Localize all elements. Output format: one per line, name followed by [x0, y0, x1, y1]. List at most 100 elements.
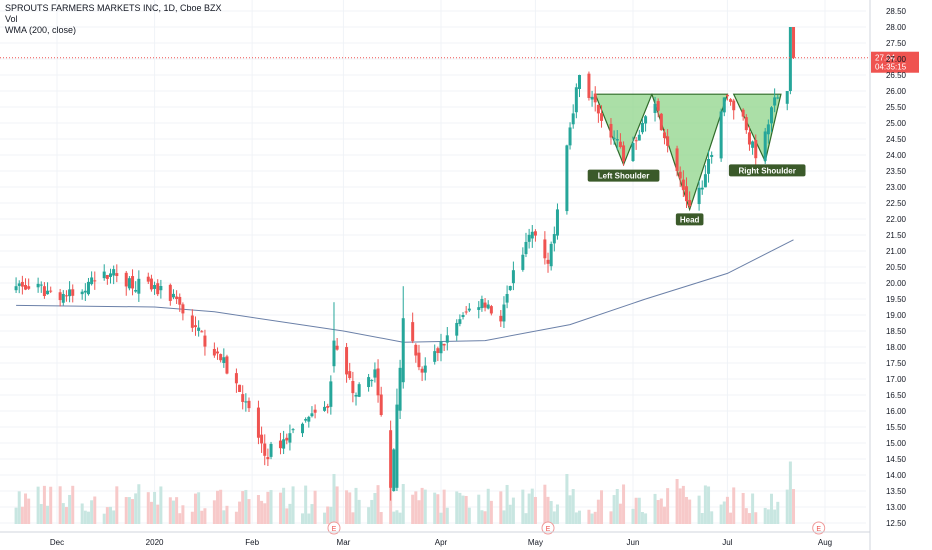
earnings-marker[interactable]: [541, 521, 555, 535]
candle-body[interactable]: [467, 308, 471, 311]
candle-body[interactable]: [688, 199, 692, 207]
candle-body[interactable]: [685, 186, 689, 202]
candle-body[interactable]: [458, 319, 462, 324]
candle-body[interactable]: [203, 335, 207, 347]
candle-body[interactable]: [146, 276, 150, 282]
candle-body[interactable]: [433, 351, 437, 362]
candle-body[interactable]: [442, 343, 446, 346]
candle-body[interactable]: [644, 116, 648, 124]
candle-body[interactable]: [741, 109, 745, 117]
candle-body[interactable]: [571, 113, 575, 125]
candle-body[interactable]: [461, 315, 465, 318]
candle-body[interactable]: [420, 368, 424, 373]
candle-body[interactable]: [260, 434, 264, 444]
candle-body[interactable]: [102, 271, 106, 279]
candle-body[interactable]: [197, 327, 201, 331]
candle-body[interactable]: [533, 231, 537, 236]
candle-body[interactable]: [769, 107, 773, 124]
candle-body[interactable]: [134, 289, 138, 292]
candle-body[interactable]: [247, 400, 251, 409]
candle-body[interactable]: [219, 354, 223, 361]
candle-body[interactable]: [392, 449, 396, 492]
candle-body[interactable]: [304, 419, 308, 421]
candle-body[interactable]: [637, 134, 641, 141]
candle-body[interactable]: [137, 278, 141, 294]
candle-body[interactable]: [36, 283, 40, 288]
candle-body[interactable]: [546, 259, 550, 264]
candle-body[interactable]: [112, 269, 116, 276]
candle-body[interactable]: [480, 299, 484, 309]
candle-body[interactable]: [675, 148, 679, 171]
candle-body[interactable]: [763, 131, 767, 161]
candle-body[interactable]: [39, 284, 43, 286]
candle-body[interactable]: [751, 141, 755, 148]
candle-body[interactable]: [351, 381, 355, 394]
candle-body[interactable]: [445, 335, 449, 343]
candle-body[interactable]: [263, 443, 267, 456]
candle-body[interactable]: [631, 142, 635, 161]
candle-body[interactable]: [634, 140, 638, 142]
candle-body[interactable]: [216, 351, 220, 354]
candle-body[interactable]: [171, 293, 175, 298]
candle-body[interactable]: [725, 94, 729, 97]
candle-body[interactable]: [499, 315, 503, 322]
candle-body[interactable]: [423, 365, 427, 373]
candle-body[interactable]: [181, 304, 185, 314]
candle-body[interactable]: [200, 331, 204, 333]
candle-body[interactable]: [659, 113, 663, 131]
candle-body[interactable]: [700, 187, 704, 190]
candle-body[interactable]: [401, 318, 405, 383]
candle-body[interactable]: [747, 132, 751, 145]
candle-body[interactable]: [732, 100, 736, 111]
candle-body[interactable]: [24, 284, 28, 290]
candle-body[interactable]: [68, 289, 72, 297]
candle-body[interactable]: [505, 294, 509, 303]
candle-body[interactable]: [666, 136, 670, 146]
candle-body[interactable]: [367, 377, 371, 388]
candle-body[interactable]: [49, 290, 53, 292]
candle-body[interactable]: [175, 296, 179, 299]
candle-body[interactable]: [307, 416, 311, 422]
candle-body[interactable]: [285, 437, 289, 441]
candle-body[interactable]: [593, 93, 597, 103]
earnings-marker[interactable]: [812, 521, 826, 535]
candle-body[interactable]: [379, 394, 383, 415]
candle-body[interactable]: [373, 369, 377, 378]
candle-body[interactable]: [14, 286, 18, 291]
candle-body[interactable]: [710, 155, 714, 157]
candle-body[interactable]: [486, 304, 490, 309]
candle-body[interactable]: [766, 124, 770, 135]
candle-body[interactable]: [530, 231, 534, 239]
candle-body[interactable]: [577, 75, 581, 89]
candle-body[interactable]: [565, 145, 569, 212]
candle-body[interactable]: [370, 380, 374, 382]
candle-body[interactable]: [612, 137, 616, 139]
candle-body[interactable]: [455, 322, 459, 336]
candle-body[interactable]: [193, 325, 197, 328]
candle-body[interactable]: [549, 243, 553, 267]
candle-body[interactable]: [222, 357, 226, 363]
candle-body[interactable]: [389, 430, 393, 488]
candle-body[interactable]: [376, 368, 380, 396]
candle-body[interactable]: [345, 347, 349, 375]
candle-body[interactable]: [153, 285, 157, 289]
candle-body[interactable]: [555, 209, 559, 236]
candle-body[interactable]: [568, 127, 572, 146]
candle-body[interactable]: [335, 345, 339, 350]
candle-body[interactable]: [719, 111, 723, 159]
candle-body[interactable]: [323, 406, 327, 411]
candle-body[interactable]: [288, 433, 292, 443]
candle-body[interactable]: [332, 340, 336, 367]
candle-body[interactable]: [417, 352, 421, 368]
candle-body[interactable]: [234, 373, 238, 384]
candle-body[interactable]: [269, 443, 273, 457]
candle-body[interactable]: [776, 97, 780, 99]
candle-body[interactable]: [524, 241, 528, 255]
candle-body[interactable]: [278, 440, 282, 449]
candle-body[interactable]: [241, 394, 245, 402]
candle-body[interactable]: [61, 293, 65, 303]
candle-body[interactable]: [792, 27, 796, 58]
candle-body[interactable]: [212, 348, 216, 356]
candle-body[interactable]: [707, 158, 711, 174]
